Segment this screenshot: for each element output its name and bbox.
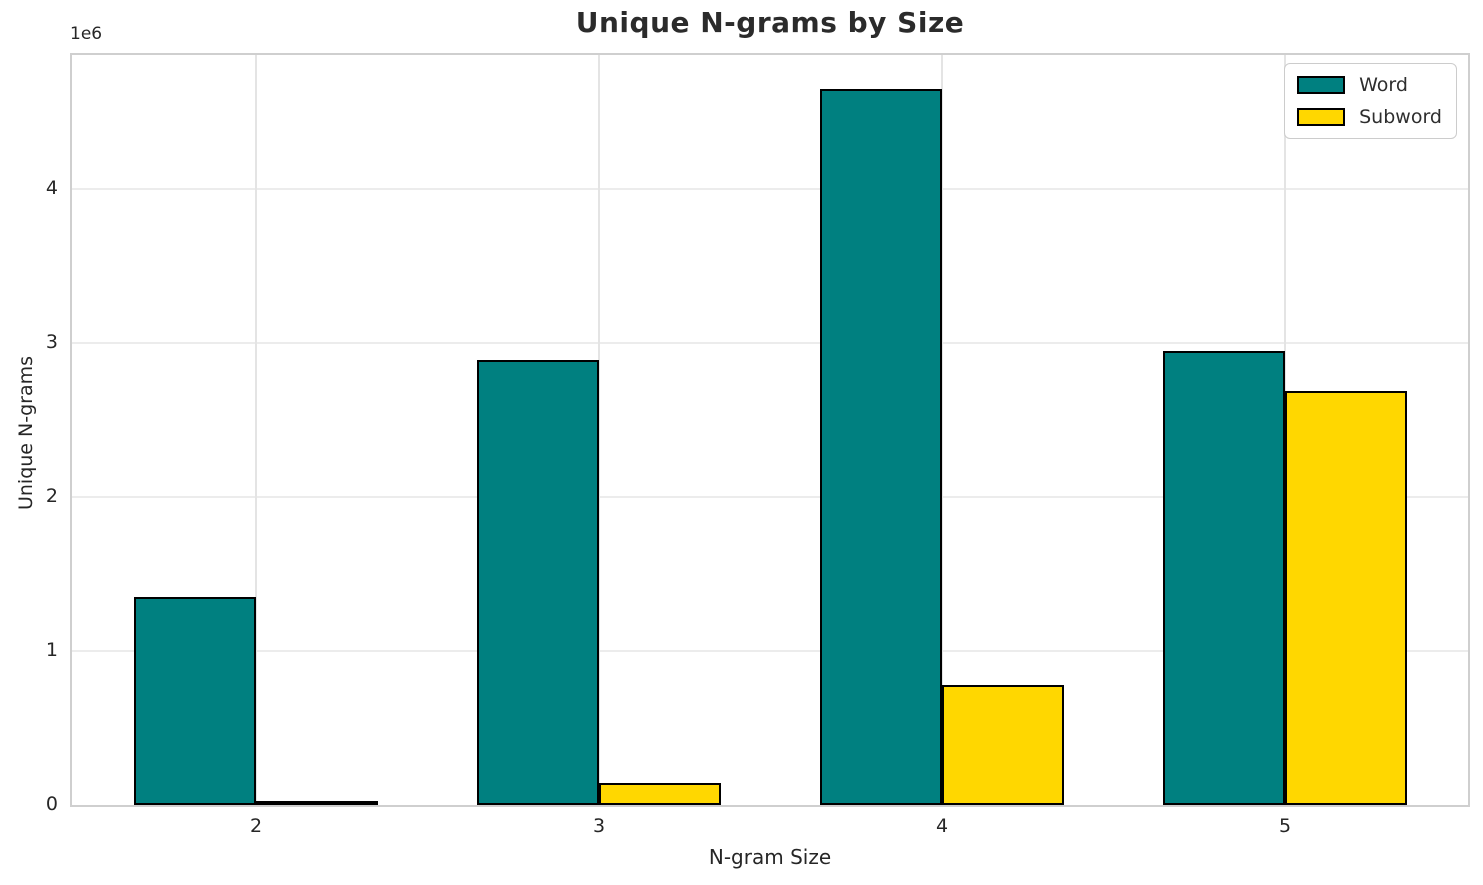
plot-area: Word Subword [70, 53, 1470, 807]
bar-word-2 [134, 597, 256, 805]
legend: Word Subword [1284, 63, 1457, 139]
subword-legend-swatch [1297, 108, 1346, 126]
bar-subword-5 [1285, 391, 1407, 805]
y-tick-label: 0 [45, 793, 58, 815]
x-tick-label: 5 [1278, 815, 1292, 837]
bar-subword-3 [599, 783, 721, 805]
x-tick-label: 2 [249, 815, 263, 837]
y-tick-label: 2 [45, 484, 58, 507]
vertical-gridline [255, 55, 257, 805]
horizontal-gridline [72, 650, 1468, 652]
horizontal-gridline [72, 342, 1468, 344]
bar-subword-4 [942, 685, 1064, 805]
bar-word-5 [1163, 351, 1285, 805]
bar-word-4 [820, 89, 942, 805]
word-legend-swatch [1297, 76, 1346, 94]
subword-legend-label: Subword [1359, 106, 1442, 128]
y-tick-label: 4 [45, 176, 58, 199]
legend-row-word: Word [1297, 74, 1442, 96]
horizontal-gridline [72, 496, 1468, 498]
y-tick-label: 1 [45, 638, 58, 661]
x-axis-label: N-gram Size [708, 845, 832, 869]
y-axis-label: Unique N-grams [15, 355, 37, 511]
bar-word-3 [477, 360, 599, 805]
x-tick-label: 3 [592, 815, 606, 837]
horizontal-gridline [72, 187, 1468, 190]
word-legend-label: Word [1359, 74, 1408, 96]
legend-row-subword: Subword [1297, 106, 1442, 128]
vertical-gridline [598, 55, 600, 805]
vertical-gridline [941, 55, 943, 805]
chart-title: Unique N-grams by Size [575, 6, 965, 39]
x-tick-label: 4 [935, 815, 949, 837]
bar-subword-2 [256, 801, 378, 805]
y-axis-offset-text: 1e6 [70, 24, 103, 44]
y-tick-label: 3 [45, 330, 58, 353]
